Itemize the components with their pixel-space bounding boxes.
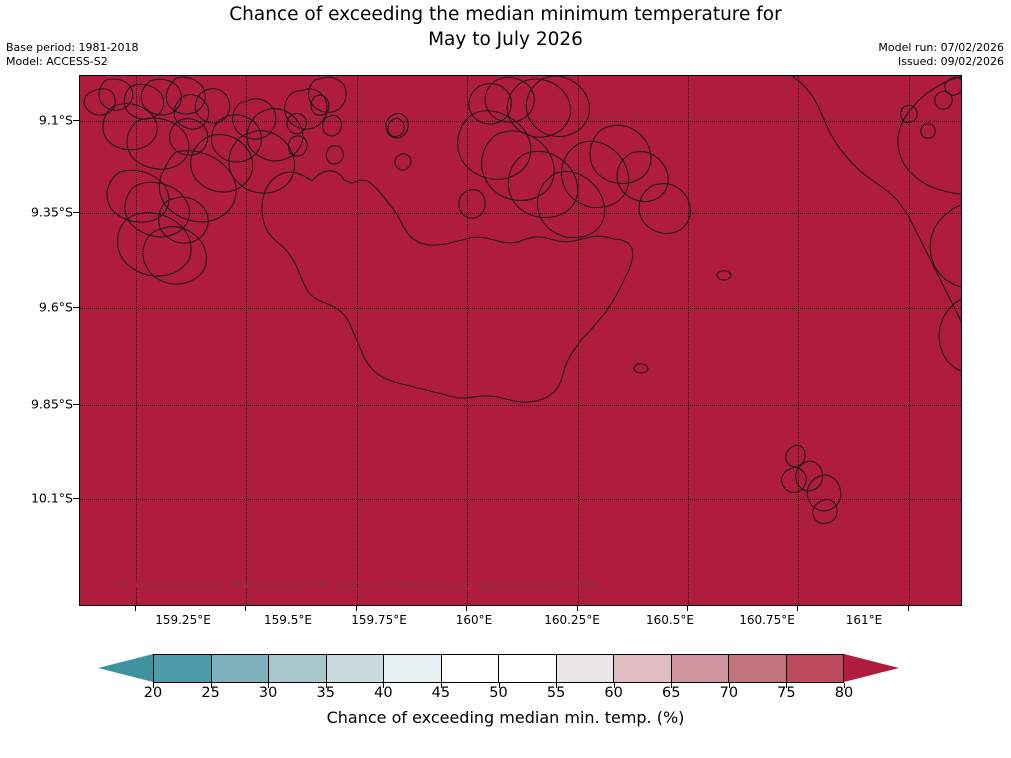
page-title: Chance of exceeding the median minimum t… bbox=[229, 4, 782, 50]
colorbar-tickmark bbox=[786, 683, 788, 688]
colorbar-band bbox=[326, 655, 384, 682]
colorbar-band bbox=[729, 655, 787, 682]
x-axis-tick-label: 159.25°E bbox=[155, 613, 211, 627]
gridline-horizontal bbox=[80, 405, 961, 406]
x-axis-tickmark bbox=[908, 606, 909, 611]
x-axis-tickmark bbox=[687, 606, 688, 611]
y-axis-tickmark bbox=[73, 498, 79, 499]
x-axis-tickmark bbox=[797, 606, 798, 611]
y-axis-tickmark bbox=[73, 404, 79, 405]
colorbar-tickmark bbox=[440, 683, 442, 688]
gridline-vertical bbox=[467, 76, 468, 605]
y-axis-tick-label: 9.35°S bbox=[30, 204, 73, 220]
copyright-notice: © Commonwealth of Australia 2026, Bureau… bbox=[120, 578, 605, 592]
colorbar-tickmark bbox=[613, 683, 615, 688]
colorbar-extend-low-arrow bbox=[98, 654, 153, 682]
colorbar-band bbox=[384, 655, 442, 682]
colorbar-band bbox=[671, 655, 729, 682]
colorbar-tick-75: 75 bbox=[777, 685, 796, 701]
colorbar-tickmark bbox=[498, 683, 500, 688]
y-axis-tickmark bbox=[73, 307, 79, 308]
x-axis-tickmark bbox=[577, 606, 578, 611]
x-axis-tickmark bbox=[245, 606, 246, 611]
colorbar-band bbox=[786, 655, 843, 682]
gridline-horizontal bbox=[80, 499, 961, 500]
x-axis-tick-label: 160°E bbox=[455, 613, 493, 627]
map-plot-area: © Commonwealth of Australia 2026, Bureau… bbox=[79, 75, 962, 606]
colorbar-tick-20: 20 bbox=[143, 685, 163, 701]
colorbar-tickmark bbox=[325, 683, 327, 688]
island-guadalcanal bbox=[261, 170, 634, 403]
x-axis-tick-label: 161°E bbox=[845, 613, 883, 627]
y-axis-tickmark bbox=[73, 212, 79, 213]
coastline-layer bbox=[83, 76, 961, 524]
colorbar-band bbox=[614, 655, 672, 682]
colorbar-extend-high-arrow bbox=[844, 654, 899, 682]
gridline-vertical bbox=[578, 76, 579, 605]
colorbar-tick-50: 50 bbox=[489, 685, 508, 701]
colorbar-bands bbox=[153, 654, 844, 683]
y-axis-tick-label: 9.85°S bbox=[30, 396, 73, 412]
gridline-vertical bbox=[798, 76, 799, 605]
colorbar-tick-30: 30 bbox=[258, 685, 278, 701]
gridline-horizontal bbox=[80, 213, 961, 214]
colorbar-tick-70: 70 bbox=[719, 685, 739, 701]
colorbar-tickmark bbox=[153, 683, 154, 688]
gridline-vertical bbox=[136, 76, 137, 605]
metadata-left: Base period: 1981-2018 Model: ACCESS-S2 bbox=[6, 41, 139, 68]
colorbar-tickmark bbox=[671, 683, 673, 688]
colorbar-axis-label: Chance of exceeding median min. temp. (%… bbox=[326, 708, 685, 727]
gridline-horizontal bbox=[80, 308, 961, 309]
colorbar-band bbox=[154, 655, 212, 682]
colorbar-tick-45: 45 bbox=[431, 685, 451, 701]
colorbar-band bbox=[211, 655, 269, 682]
colorbar-tick-55: 55 bbox=[546, 685, 566, 701]
colorbar-tick-25: 25 bbox=[201, 685, 220, 701]
colorbar-band bbox=[499, 655, 557, 682]
x-axis-tick-label: 160.75°E bbox=[739, 613, 795, 627]
colorbar-tick-35: 35 bbox=[316, 685, 335, 701]
y-axis-tick-label: 9.6°S bbox=[38, 299, 73, 315]
colorbar-tickmark bbox=[210, 683, 212, 688]
x-axis-tick-label: 160.5°E bbox=[646, 613, 694, 627]
colorbar-band bbox=[269, 655, 327, 682]
colorbar-tick-65: 65 bbox=[662, 685, 681, 701]
colorbar-tickmark bbox=[556, 683, 558, 688]
colorbar-band bbox=[441, 655, 499, 682]
colorbar-band bbox=[556, 655, 614, 682]
colorbar-tickmark bbox=[383, 683, 385, 688]
x-axis-tickmark bbox=[356, 606, 357, 611]
gridline-vertical bbox=[246, 76, 247, 605]
y-axis-tickmark bbox=[73, 120, 79, 121]
colorbar: 20 25 30 35 40 45 50 55 60 65 70 75 80 Chance of exc… bbox=[0, 654, 1011, 758]
x-axis-tickmark bbox=[466, 606, 467, 611]
colorbar-tickmark bbox=[268, 683, 270, 688]
y-axis-tick-label: 9.1°S bbox=[38, 112, 73, 128]
colorbar-tickmark bbox=[728, 683, 730, 688]
y-axis-tick-label: 10.1°S bbox=[30, 490, 73, 506]
x-axis-tickmark bbox=[135, 606, 136, 611]
colorbar-tick-80: 80 bbox=[834, 685, 854, 701]
colorbar-tick-40: 40 bbox=[374, 685, 393, 701]
gridline-vertical bbox=[909, 76, 910, 605]
colorbar-tick-60: 60 bbox=[604, 685, 623, 701]
x-axis-tick-label: 159.5°E bbox=[264, 613, 312, 627]
gridline-horizontal bbox=[80, 121, 961, 122]
colorbar-tickmark bbox=[844, 683, 845, 688]
metadata-right: Model run: 07/02/2026 Issued: 09/02/2026 bbox=[878, 41, 1004, 68]
x-axis-tick-label: 160.25°E bbox=[544, 613, 600, 627]
x-axis-tick-label: 159.75°E bbox=[351, 613, 407, 627]
gridline-vertical bbox=[357, 76, 358, 605]
gridline-vertical bbox=[688, 76, 689, 605]
